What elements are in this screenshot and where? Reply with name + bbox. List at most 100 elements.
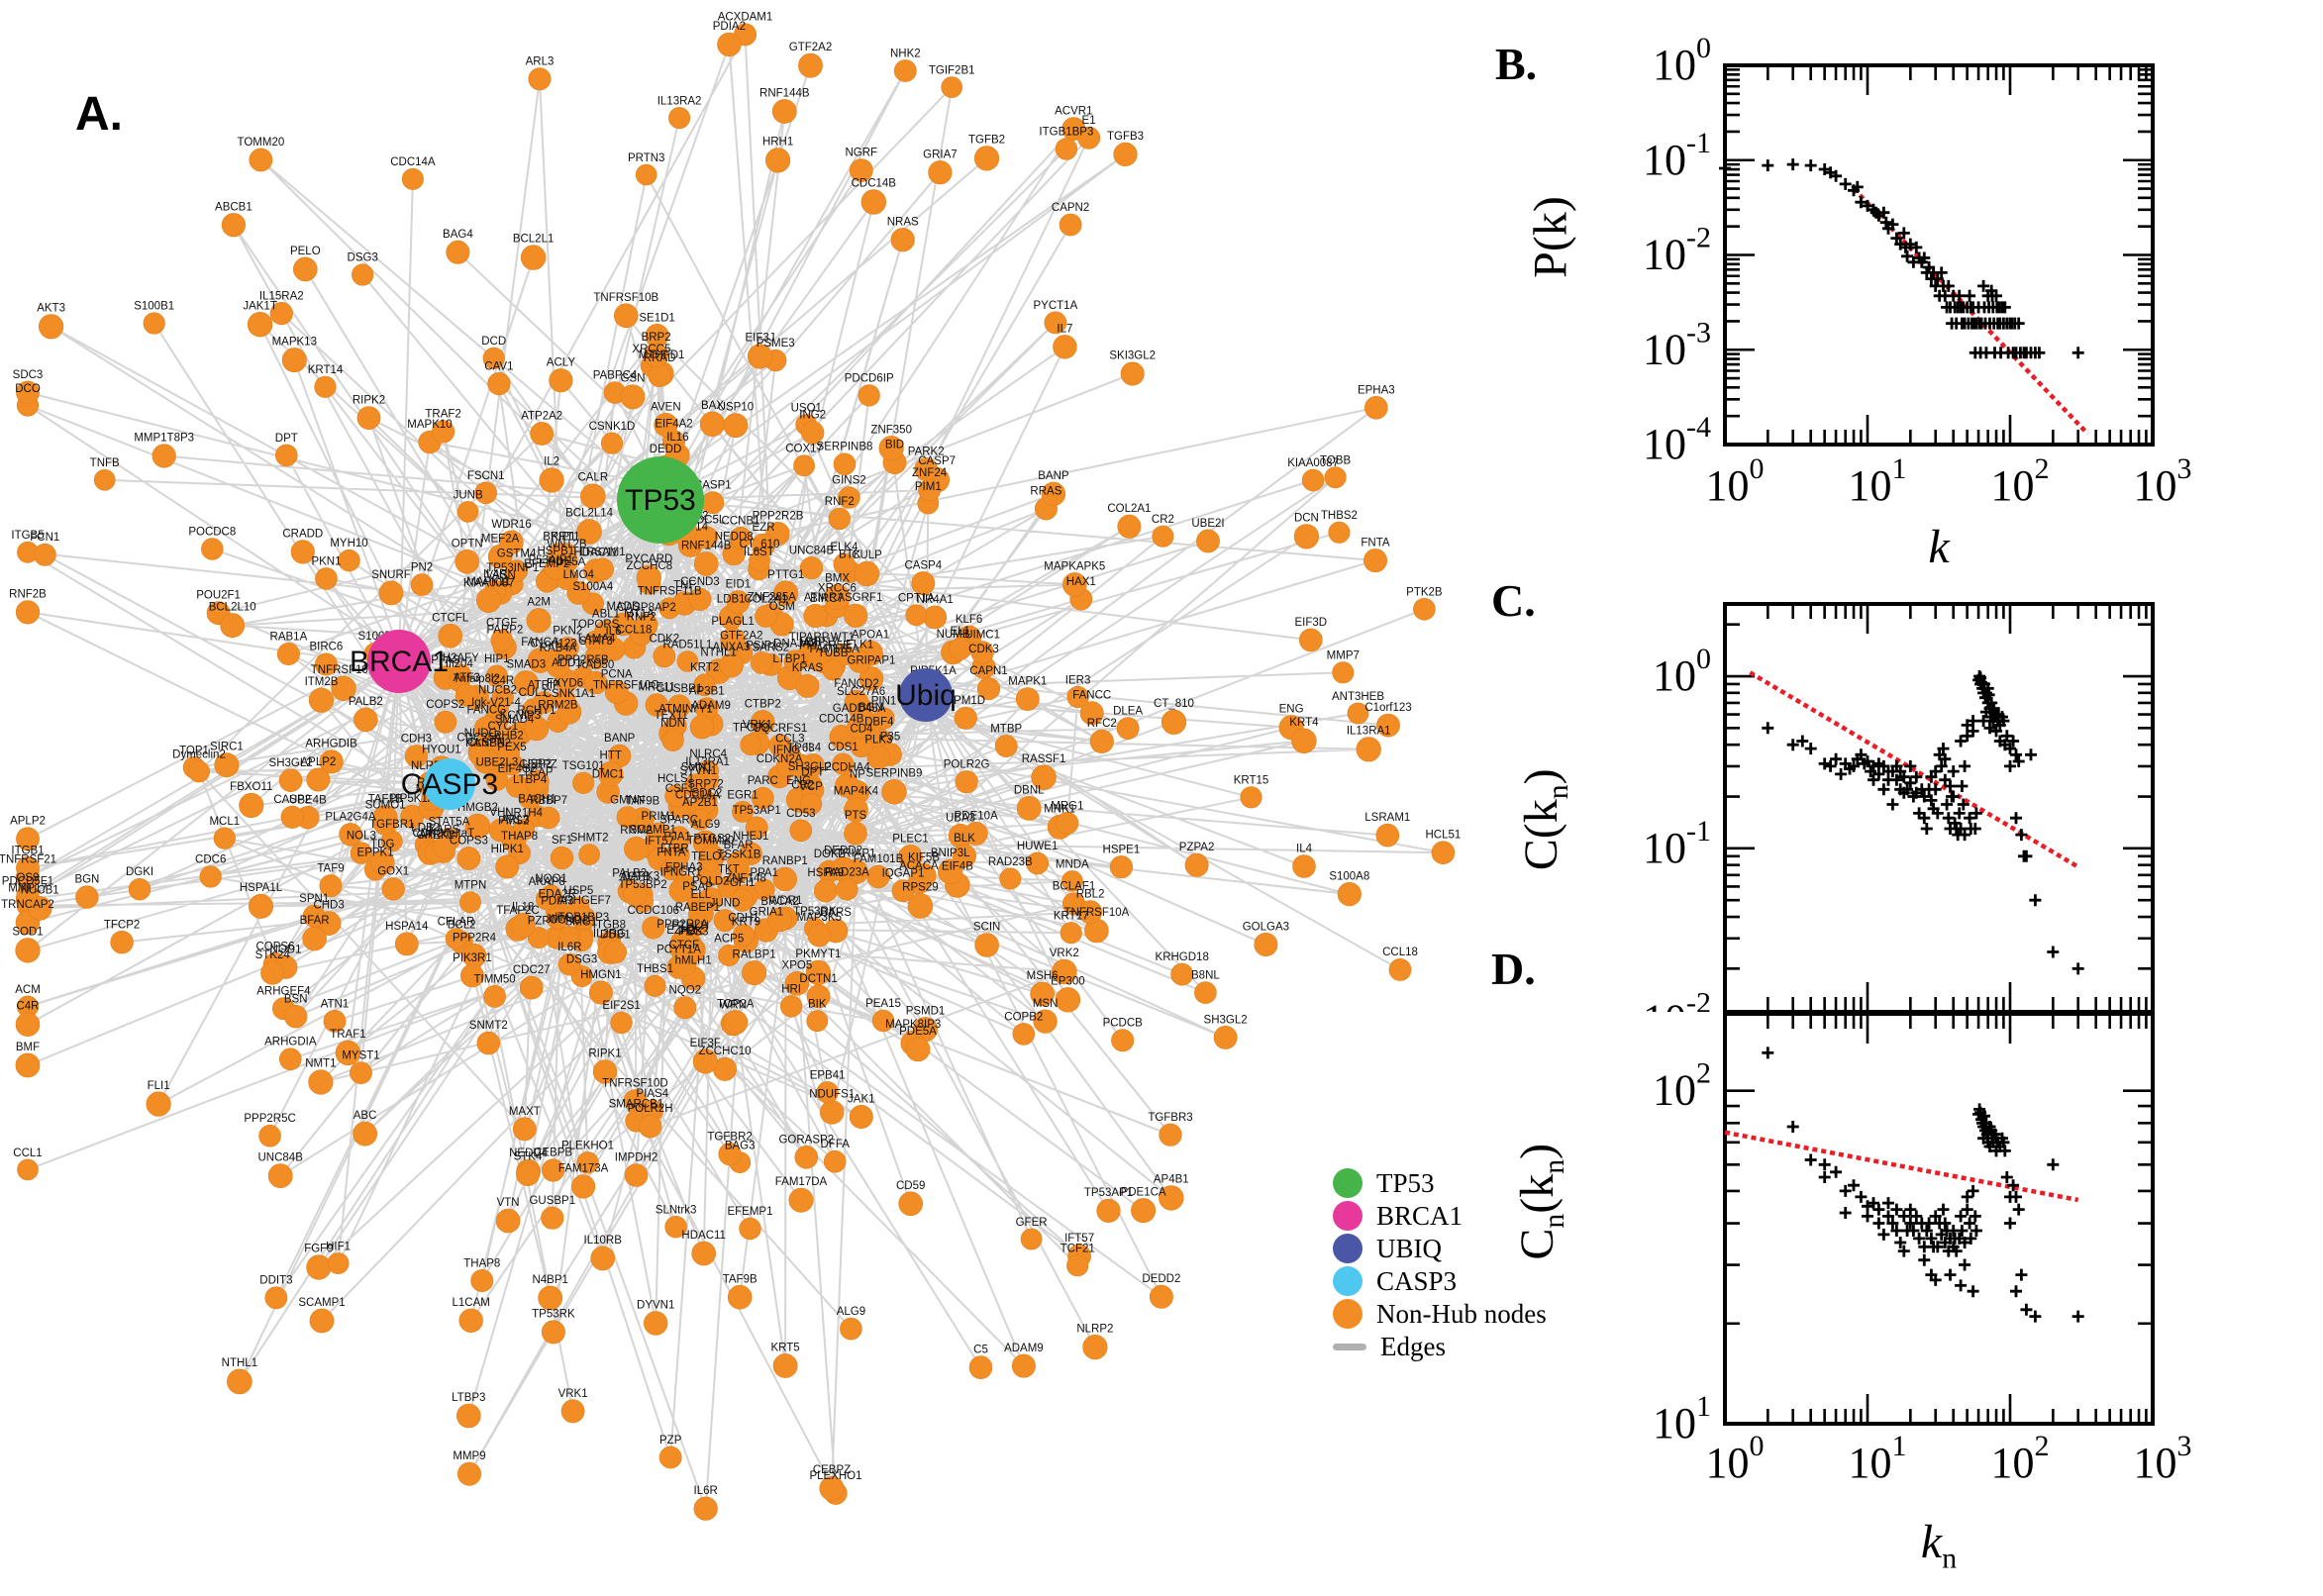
svg-text:IL13RA1: IL13RA1 [685,756,730,768]
svg-text:EDA2R: EDA2R [539,888,576,900]
svg-text:DNAJA3: DNAJA3 [773,639,817,650]
svg-text:MAP4K4: MAP4K4 [834,786,879,798]
svg-text:PTS: PTS [845,810,867,822]
svg-text:TGFBR3: TGFBR3 [1148,1112,1192,1124]
svg-text:10-3: 10-3 [1643,316,1711,373]
svg-text:ENG: ENG [1279,704,1304,716]
panel-b-xlabel-text: k [1928,521,1950,573]
svg-text:RNF144B: RNF144B [759,87,810,99]
svg-text:100: 100 [1653,32,1711,89]
svg-text:ARHGDIA: ARHGDIA [264,1037,317,1048]
hub-node-brca1 [367,630,431,693]
svg-text:USO1: USO1 [791,402,822,414]
svg-text:PIM1: PIM1 [915,481,942,493]
svg-text:BCL2L14: BCL2L14 [565,508,614,520]
hub-label-tp53: TP53 [625,484,696,517]
svg-text:HRI: HRI [781,983,801,995]
svg-text:CCDC106: CCDC106 [627,905,678,917]
svg-text:RALBP1: RALBP1 [733,949,776,961]
svg-text:TRAF1: TRAF1 [330,1029,365,1041]
svg-text:KRT15: KRT15 [1234,775,1269,787]
svg-text:ABCB1: ABCB1 [215,201,252,213]
svg-text:ACXDAM1: ACXDAM1 [718,12,773,24]
svg-text:NDUFS1: NDUFS1 [809,1089,855,1101]
svg-text:POLR2G: POLR2G [944,758,990,770]
svg-text:YY1: YY1 [691,703,713,715]
svg-text:MAPK8IP3: MAPK8IP3 [885,1019,941,1031]
svg-text:SMAD4: SMAD4 [495,714,535,726]
svg-text:HTT: HTT [600,749,622,761]
svg-text:LTBP1: LTBP1 [772,653,806,665]
svg-text:PCNA: PCNA [601,669,633,681]
svg-text:TCF21: TCF21 [1060,1243,1095,1254]
svg-text:ANXA3: ANXA3 [713,642,751,653]
svg-text:HMGN1: HMGN1 [580,969,622,981]
svg-text:FANCG: FANCG [466,705,506,717]
svg-text:10-1: 10-1 [1643,127,1711,184]
svg-text:USP10: USP10 [718,402,754,414]
svg-text:BAG4: BAG4 [443,229,473,241]
svg-text:SNMT2: SNMT2 [469,1020,508,1032]
svg-text:CFLAR: CFLAR [438,916,475,928]
svg-text:SHMT2: SHMT2 [570,833,609,845]
svg-text:XRCC5: XRCC5 [632,344,670,355]
svg-text:ARHGDIB: ARHGDIB [305,739,357,750]
svg-text:PKN1: PKN1 [311,555,341,567]
svg-text:PZP: PZP [528,915,551,927]
svg-text:ATN1: ATN1 [321,998,350,1010]
svg-text:PYCT1A: PYCT1A [1034,300,1078,312]
svg-text:IQGAP1: IQGAP1 [882,868,925,880]
legend-label-casp3: CASP3 [1376,1265,1458,1296]
svg-text:LAMA4: LAMA4 [578,634,616,646]
svg-text:DLEA: DLEA [1113,706,1143,718]
svg-text:FNTA: FNTA [1361,537,1390,549]
svg-text:NMT1: NMT1 [305,1058,336,1070]
svg-text:SH3GL2: SH3GL2 [269,757,313,769]
svg-text:PARK2: PARK2 [908,447,945,458]
svg-text:NOD1: NOD1 [270,944,302,955]
svg-text:ITGB1: ITGB1 [11,845,44,856]
svg-text:PLK3: PLK3 [864,735,892,747]
svg-text:LDB1: LDB1 [717,593,746,605]
svg-text:CDS1: CDS1 [828,742,858,753]
svg-text:ATF3: ATF3 [454,672,480,684]
svg-text:NQO2: NQO2 [669,985,702,997]
svg-text:MCL1: MCL1 [209,816,240,828]
svg-text:SOD1: SOD1 [12,927,43,939]
svg-text:PKMYT1: PKMYT1 [795,948,841,960]
svg-text:BSN: BSN [284,993,308,1005]
svg-text:PHB2: PHB2 [494,731,524,743]
svg-text:PTTG1: PTTG1 [767,569,804,581]
svg-text:PEA15: PEA15 [865,998,901,1010]
svg-text:CAPN2: CAPN2 [1052,202,1089,214]
svg-text:NUMB: NUMB [937,629,970,641]
svg-text:CASP2: CASP2 [273,794,311,806]
svg-text:BMF: BMF [16,1042,40,1053]
svg-text:XPO5: XPO5 [782,959,813,971]
panel-d-xlabel-sub: n [1942,1542,1958,1575]
svg-text:10-2: 10-2 [1643,222,1711,279]
svg-text:POLR2H: POLR2H [628,1103,673,1115]
svg-text:BACH1: BACH1 [518,794,556,806]
svg-text:TIMM50: TIMM50 [474,973,516,985]
svg-text:NGRF: NGRF [846,148,878,159]
svg-text:CPT1A: CPT1A [898,593,935,605]
svg-text:CDC14B: CDC14B [852,178,897,190]
panel-d-ylabel: Cn(kn) [1510,1053,1571,1350]
svg-text:IL13RA2: IL13RA2 [657,95,702,107]
svg-text:SDC2: SDC2 [692,788,723,800]
svg-text:OPTN: OPTN [452,538,483,549]
svg-text:NEDD8: NEDD8 [715,531,754,543]
svg-text:PARC: PARC [748,775,778,787]
svg-text:VRK1: VRK1 [743,720,772,732]
svg-text:KRT5: KRT5 [770,1342,799,1353]
svg-text:SERPINB9: SERPINB9 [866,767,923,779]
panel-d-ylabel-sub: n [1537,1158,1570,1174]
svg-text:COPS3: COPS3 [450,835,488,847]
svg-text:SPN1: SPN1 [299,893,329,905]
svg-text:WDR1: WDR1 [769,895,803,907]
svg-text:RBBP7: RBBP7 [530,795,567,807]
svg-text:WRN: WRN [720,1000,747,1012]
legend-item-casp3: CASP3 [1333,1265,1547,1296]
